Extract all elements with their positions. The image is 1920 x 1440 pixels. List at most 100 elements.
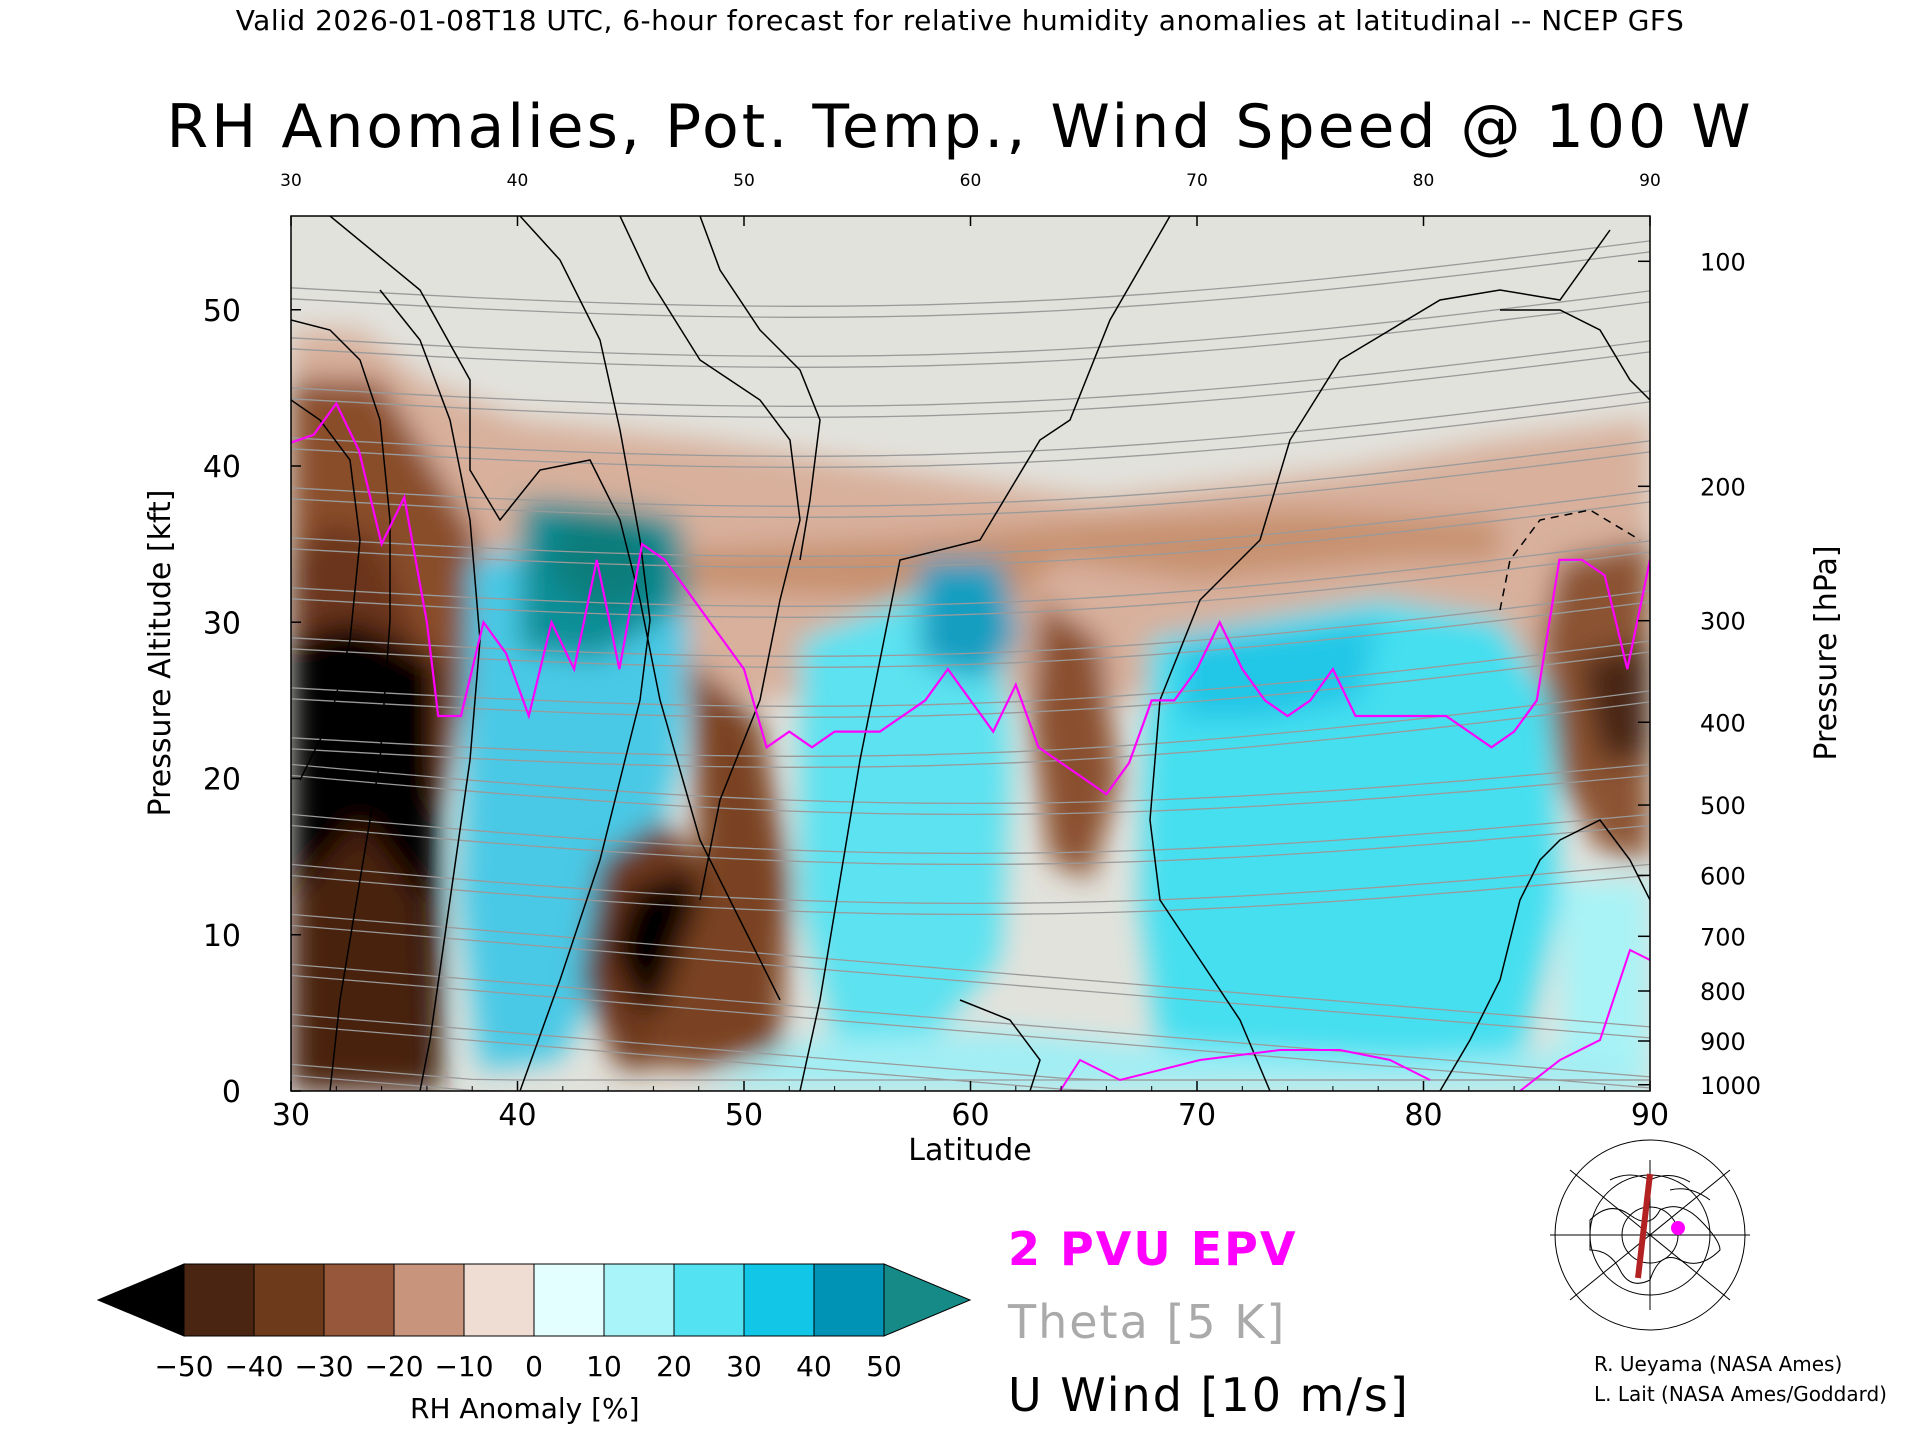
colorbar-max-arrow [883, 1263, 972, 1337]
colorbar-tick-label: −10 [434, 1350, 493, 1383]
legend-uwind: U Wind [10 m/s] [1008, 1368, 1410, 1422]
colorbar-segment [743, 1263, 815, 1337]
axes: 30 30 40 40 50 50 60 60 70 70 80 80 90 900 10 20 30 40 50 1… [203, 171, 1761, 1133]
theta-contour-line [291, 490, 1650, 557]
y-tick-label: 20 [203, 763, 241, 798]
theta-contour-line [291, 640, 1650, 707]
colorbar-tick-label: 20 [656, 1350, 692, 1383]
theta-contour-line [291, 763, 1650, 805]
theta-contour-line [291, 440, 1650, 507]
epv-lower-right-fragment [1519, 948, 1650, 1091]
colorbar-segment [813, 1263, 885, 1337]
y-tick-label: 10 [203, 919, 241, 954]
pressure-tick-label: 100 [1700, 248, 1746, 276]
pressure-tick-label: 700 [1700, 923, 1746, 951]
theta-contour-line [291, 924, 1650, 1039]
valid-time-header: Valid 2026-01-08T18 UTC, 6-hour forecast… [235, 4, 1685, 37]
pressure-tick-label: 600 [1700, 862, 1746, 890]
theta-contour-line [291, 251, 1650, 318]
pressure-tick-label: 1000 [1700, 1072, 1761, 1100]
theta-contour-line [291, 824, 1650, 866]
colorbar-tick-label: 0 [525, 1350, 543, 1383]
theta-contour-line [291, 301, 1650, 368]
colorbar-tick-label: −50 [154, 1350, 213, 1383]
theta-contour-line [291, 290, 1650, 357]
colorbar-segment [253, 1263, 325, 1337]
colorbar-segment [673, 1263, 745, 1337]
credit-line-2: L. Lait (NASA Ames/Goddard) [1594, 1382, 1887, 1406]
x-top-tick-label: 60 [960, 171, 982, 191]
pressure-tick-label: 900 [1700, 1028, 1746, 1056]
epv-2pvu-contour-group [291, 401, 1650, 1091]
theta-contour-line [291, 401, 1650, 468]
colorbar-tick-label: −30 [294, 1350, 353, 1383]
x-top-tick-label: 30 [280, 171, 302, 191]
theta-contour-line [291, 340, 1650, 407]
theta-contour-line [291, 551, 1650, 618]
colorbar-segment [603, 1263, 675, 1337]
colorbar-segment [533, 1263, 605, 1337]
y-tick-label: 50 [203, 294, 241, 329]
x-top-tick-label: 90 [1639, 171, 1661, 191]
x-top-tick-label: 70 [1186, 171, 1208, 191]
epv-lower-fragment [1059, 1049, 1431, 1091]
location-map-inset [1550, 1139, 1750, 1331]
theta-contour-line [291, 240, 1650, 307]
theta-contour-line [291, 690, 1650, 757]
theta-contour-line [291, 701, 1650, 768]
colorbar-segment [393, 1263, 465, 1337]
theta-contour-line [291, 1013, 1650, 1081]
y2-axis-label: Pressure [hPa] [1809, 545, 1844, 760]
x-tick-label: 50 [725, 1098, 763, 1133]
x-top-tick-label: 80 [1413, 171, 1435, 191]
colorbar-tick-label: 30 [726, 1350, 762, 1383]
x-tick-label: 80 [1404, 1098, 1442, 1133]
legend-theta: Theta [5 K] [1008, 1295, 1287, 1349]
theta-contour-line [291, 913, 1650, 1028]
epv-2pvu-line [291, 401, 1650, 796]
theta-contour-line [291, 874, 1650, 916]
legend-epv: 2 PVU EPV [1008, 1222, 1298, 1276]
theta-contour-line [291, 813, 1650, 855]
theta-contour-line [291, 390, 1650, 457]
rh-colorbar: −50 −40 −30 −20 −10 0 10 20 30 40 50 [96, 1263, 972, 1383]
theta-contour-line [291, 451, 1650, 518]
colorbar-tick-label: 50 [866, 1350, 902, 1383]
colorbar-min-arrow [96, 1263, 185, 1337]
x-tick-label: 70 [1178, 1098, 1216, 1133]
pressure-tick-label: 500 [1700, 792, 1746, 820]
x-tick-label: 90 [1631, 1098, 1669, 1133]
theta-contour-line [291, 351, 1650, 418]
theta-contour-line [291, 540, 1650, 607]
x-top-tick-label: 50 [733, 171, 755, 191]
x-axis-label: Latitude [908, 1133, 1031, 1168]
colorbar-segment [183, 1263, 255, 1337]
x-tick-label: 30 [272, 1098, 310, 1133]
colorbar-segment [463, 1263, 535, 1337]
rh-anomaly-field [291, 216, 1650, 1091]
pressure-tick-label: 200 [1700, 473, 1746, 501]
theta-contours [291, 240, 1650, 1091]
y-tick-label: 40 [203, 450, 241, 485]
y-tick-label: 30 [203, 606, 241, 641]
pressure-tick-label: 300 [1700, 608, 1746, 636]
map-cross-section-line [1635, 1173, 1653, 1279]
colorbar-tick-label: −20 [364, 1350, 423, 1383]
pressure-tick-label: 400 [1700, 709, 1746, 737]
theta-contour-line [291, 963, 1650, 1078]
colorbar-tick-label: −40 [224, 1350, 283, 1383]
map-location-marker [1671, 1221, 1685, 1235]
theta-contour-line [291, 774, 1650, 816]
x-top-tick-label: 40 [507, 171, 529, 191]
theta-contour-line [291, 590, 1650, 657]
colorbar-tick-label: 40 [796, 1350, 832, 1383]
chart-title: RH Anomalies, Pot. Temp., Wind Speed @ 1… [166, 92, 1754, 162]
x-tick-label: 40 [498, 1098, 536, 1133]
theta-contour-line [291, 501, 1650, 568]
credit-line-1: R. Ueyama (NASA Ames) [1594, 1352, 1843, 1376]
x-tick-label: 60 [951, 1098, 989, 1133]
theta-contour-line [291, 863, 1650, 905]
colorbar-segment [323, 1263, 395, 1337]
colorbar-tick-label: 10 [586, 1350, 622, 1383]
